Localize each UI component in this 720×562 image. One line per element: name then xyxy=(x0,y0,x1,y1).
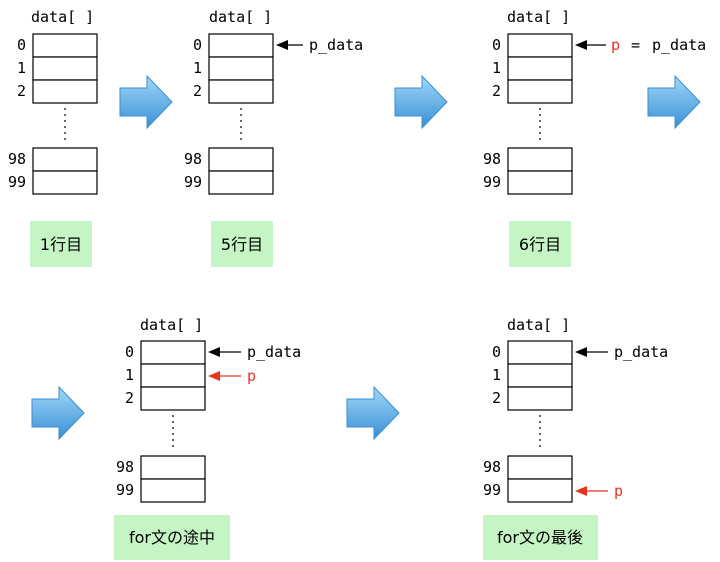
step-label-box xyxy=(509,221,571,267)
array-title: data[ ] xyxy=(507,316,570,334)
array-cell xyxy=(507,33,573,58)
index-label: 2 xyxy=(125,389,134,407)
step-2: data[ ] 0 1 2 98 99 p_data 5行目 xyxy=(184,8,363,267)
index-label: 1 xyxy=(17,59,26,77)
step-arrow-icon xyxy=(31,385,85,441)
index-label: 98 xyxy=(483,150,501,168)
pointer-arrow-icon xyxy=(208,347,241,357)
array-title: data[ ] xyxy=(507,8,570,26)
step-label: 6行目 xyxy=(519,235,561,254)
index-label: 0 xyxy=(193,36,202,54)
step-arrow-icon xyxy=(647,74,701,130)
array-title: data[ ] xyxy=(140,316,203,334)
pointer-p-label: p xyxy=(611,36,620,54)
index-label: 99 xyxy=(8,173,26,191)
array-cell xyxy=(208,79,274,104)
array-cells xyxy=(507,33,573,195)
pointer-arrow-icon xyxy=(575,347,608,357)
step-label: 5行目 xyxy=(221,235,263,254)
pointer-p-label: p xyxy=(247,367,256,385)
step-arrow-icon xyxy=(346,385,400,441)
array-cell xyxy=(507,56,573,81)
index-label: 2 xyxy=(492,389,501,407)
step-label-box xyxy=(30,221,92,267)
array-cell xyxy=(507,79,573,104)
step-label: for文の最後 xyxy=(497,528,583,547)
index-label: 0 xyxy=(17,36,26,54)
step-label: 1行目 xyxy=(40,235,82,254)
step-5: data[ ] 0 1 2 98 99 p_data p for文の最後 xyxy=(483,316,668,560)
step-label-box xyxy=(211,221,273,267)
step-arrow-icon xyxy=(119,74,173,130)
array-cell xyxy=(507,386,573,411)
array-cells xyxy=(208,33,274,195)
index-label: 99 xyxy=(116,481,134,499)
index-label: 99 xyxy=(184,173,202,191)
array-cell xyxy=(208,147,274,172)
array-cell xyxy=(32,56,98,81)
array-cell xyxy=(208,56,274,81)
pointer-label: p_data xyxy=(652,36,706,54)
array-cell xyxy=(208,33,274,58)
index-label: 1 xyxy=(492,366,501,384)
array-cell xyxy=(140,363,206,388)
index-label: 1 xyxy=(193,59,202,77)
step-label: for文の途中 xyxy=(129,528,215,547)
step-3: data[ ] 0 1 2 98 99 p = p_data 6行目 xyxy=(483,8,706,267)
array-cells xyxy=(140,340,206,503)
index-label: 99 xyxy=(483,481,501,499)
array-cell xyxy=(507,340,573,365)
pointer-p-label: p xyxy=(614,482,623,500)
array-cell xyxy=(32,33,98,58)
assign-equals: = xyxy=(631,36,640,54)
index-label: 2 xyxy=(193,82,202,100)
array-cells xyxy=(507,340,573,503)
index-label: 98 xyxy=(184,150,202,168)
pointer-label: p_data xyxy=(309,36,363,54)
index-label: 2 xyxy=(492,82,501,100)
array-title: data[ ] xyxy=(209,8,272,26)
array-title: data[ ] xyxy=(31,8,94,26)
array-cell xyxy=(507,363,573,388)
array-cell xyxy=(140,478,206,503)
index-label: 1 xyxy=(125,366,134,384)
pointer-arrow-icon xyxy=(575,40,606,50)
array-cell xyxy=(32,79,98,104)
index-label: 98 xyxy=(116,458,134,476)
array-cells xyxy=(32,33,98,195)
pointer-arrow-icon xyxy=(276,40,303,50)
step-4: data[ ] 0 1 2 98 99 p_data p for文の途中 xyxy=(114,316,301,560)
array-cell xyxy=(208,170,274,195)
array-cell xyxy=(140,340,206,365)
pointer-label: p_data xyxy=(247,343,301,361)
index-label: 99 xyxy=(483,173,501,191)
step-label-box xyxy=(114,515,230,560)
step-arrow-icon xyxy=(394,74,448,130)
pointer-p-arrow-icon xyxy=(575,486,608,496)
index-label: 1 xyxy=(492,59,501,77)
step-1: data[ ] 0 1 2 98 99 1行目 xyxy=(8,8,98,267)
index-label: 98 xyxy=(483,458,501,476)
pointer-p-arrow-icon xyxy=(208,371,241,381)
step-label-box xyxy=(483,515,598,560)
array-cell xyxy=(32,147,98,172)
index-label: 98 xyxy=(8,150,26,168)
index-label: 2 xyxy=(17,82,26,100)
array-cell xyxy=(140,386,206,411)
array-cell xyxy=(507,170,573,195)
array-cell xyxy=(507,478,573,503)
pointer-label: p_data xyxy=(614,343,668,361)
array-cell xyxy=(507,455,573,480)
array-cell xyxy=(507,147,573,172)
index-label: 0 xyxy=(125,343,134,361)
index-label: 0 xyxy=(492,343,501,361)
array-cell xyxy=(140,455,206,480)
index-label: 0 xyxy=(492,36,501,54)
array-cell xyxy=(32,170,98,195)
